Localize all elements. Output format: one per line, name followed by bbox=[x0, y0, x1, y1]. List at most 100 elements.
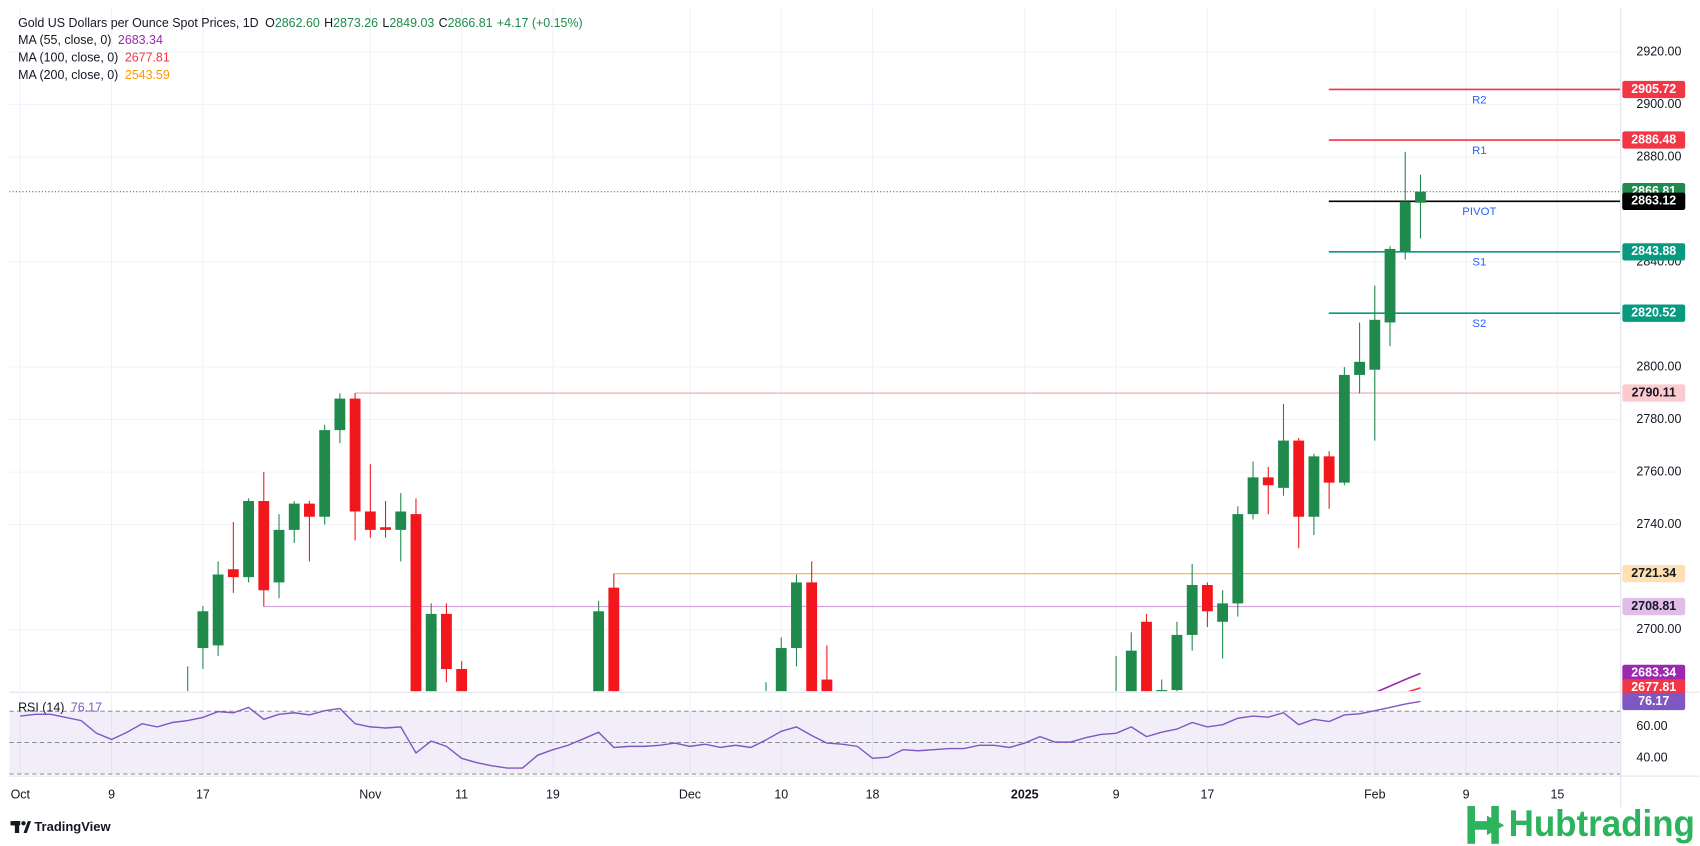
rsi-value: 76.17 bbox=[71, 701, 102, 715]
rsi-legend: RSI (14) 76.17 bbox=[18, 701, 102, 715]
x-tick-label: 18 bbox=[866, 787, 880, 801]
candle-body bbox=[791, 582, 802, 649]
chart-header: Gold US Dollars per Ounce Spot Prices, 1… bbox=[18, 16, 583, 30]
logo-shape bbox=[21, 821, 26, 826]
candle-body bbox=[227, 569, 239, 578]
candle-body bbox=[1354, 361, 1365, 375]
candle-body bbox=[258, 500, 270, 591]
candle-body bbox=[273, 529, 285, 583]
tradingview-logo: TradingView bbox=[10, 819, 111, 834]
pivot-name: PIVOT bbox=[1462, 206, 1496, 218]
candle-body bbox=[806, 582, 818, 692]
hubtrading-logo: Hubtrading bbox=[1467, 803, 1695, 844]
rsi-pane bbox=[9, 700, 1621, 775]
pivot-value-bg bbox=[1622, 304, 1686, 322]
rsi-name: RSI (14) bbox=[18, 701, 64, 715]
moving-average bbox=[1407, 687, 1421, 692]
x-tick-label: 10 bbox=[774, 787, 788, 801]
pivot-name: S2 bbox=[1472, 318, 1486, 330]
quote-value: 2849.03 bbox=[389, 16, 434, 30]
rsi-line bbox=[20, 700, 1421, 769]
candle-body bbox=[1247, 477, 1259, 515]
x-tick-label: 19 bbox=[546, 787, 560, 801]
candle-body bbox=[1171, 634, 1183, 691]
x-tick-label: 11 bbox=[455, 787, 468, 801]
candle-body bbox=[1141, 621, 1152, 692]
pivot-value-bg bbox=[1622, 243, 1686, 261]
level-label: 2790.11 bbox=[1632, 385, 1676, 399]
candle-body bbox=[821, 679, 833, 692]
price-pane: R2 R1 PIVOT S1 S2 bbox=[9, 88, 1621, 692]
ma-value-label: 2677.81 bbox=[1631, 680, 1676, 694]
candle-body bbox=[349, 398, 361, 512]
pivot-name: R1 bbox=[1472, 145, 1487, 157]
candle-body bbox=[1262, 477, 1274, 486]
pivot-value: 2886.48 bbox=[1631, 132, 1676, 146]
x-tick-label: Feb bbox=[1364, 787, 1386, 801]
x-tick-label: Oct bbox=[11, 787, 31, 801]
rsi-tick-label: 60.00 bbox=[1636, 719, 1667, 733]
candle-body bbox=[425, 613, 437, 692]
pivot-value: 2905.72 bbox=[1631, 82, 1676, 96]
x-tick-label: Dec bbox=[679, 787, 701, 801]
y-tick-label: 2880.00 bbox=[1636, 149, 1681, 163]
y-tick-label: 2920.00 bbox=[1636, 44, 1681, 58]
y-tick-label: 2700.00 bbox=[1636, 622, 1681, 636]
ma-value: 2683.34 bbox=[118, 33, 163, 47]
quote-label: L bbox=[382, 16, 389, 30]
candle-body bbox=[1384, 248, 1396, 323]
candle-body bbox=[1399, 201, 1411, 252]
logo-shape bbox=[23, 821, 32, 834]
y-tick-label: 2740.00 bbox=[1636, 517, 1681, 531]
candle-body bbox=[334, 398, 346, 431]
pivot-name: R2 bbox=[1472, 94, 1487, 106]
rsi-tick-label: 40.00 bbox=[1636, 751, 1667, 765]
quote-value: 2862.60 bbox=[275, 16, 320, 30]
ma-value-label-bg bbox=[1622, 664, 1686, 683]
quote-value: 2873.26 bbox=[333, 16, 378, 30]
x-tick-label: 17 bbox=[1200, 787, 1214, 801]
candle-body bbox=[593, 611, 605, 692]
candle-body bbox=[1278, 440, 1289, 488]
ma-legend: MA (200, close, 0) 2543.59 bbox=[18, 68, 170, 82]
candle-body bbox=[243, 500, 254, 578]
ma-name: MA (55, close, 0) bbox=[18, 33, 111, 47]
legend: Gold US Dollars per Ounce Spot Prices, 1… bbox=[18, 16, 583, 715]
logo-shape bbox=[1467, 805, 1476, 844]
candle-body bbox=[288, 503, 300, 530]
x-tick-label: Nov bbox=[359, 787, 382, 801]
candle-body bbox=[364, 511, 376, 530]
x-tick-label: 2025 bbox=[1011, 787, 1039, 801]
candle-body bbox=[608, 587, 620, 692]
level-label: 2721.34 bbox=[1631, 566, 1676, 580]
ma-value-label: 2683.34 bbox=[1631, 666, 1676, 680]
pivot-value: 2820.52 bbox=[1631, 305, 1676, 319]
candle-body bbox=[395, 511, 407, 530]
pivot-value-bg bbox=[1622, 131, 1686, 149]
y-tick-label: 2760.00 bbox=[1636, 464, 1681, 478]
pivot-value-bg bbox=[1622, 80, 1686, 99]
ma-value: 2677.81 bbox=[125, 51, 170, 65]
pivot-value-bg bbox=[1622, 192, 1686, 211]
ma-legend: MA (100, close, 0) 2677.81 bbox=[18, 51, 170, 65]
logo-arrow bbox=[1475, 815, 1505, 836]
level-label-bg bbox=[1622, 597, 1686, 616]
candle-body bbox=[1293, 440, 1305, 517]
y-tick-label: 2780.00 bbox=[1636, 412, 1681, 426]
axes: 2700.002740.002760.002780.002800.002840.… bbox=[11, 44, 1686, 801]
candle-body bbox=[1186, 585, 1198, 635]
candle-body bbox=[410, 514, 422, 692]
candle-body bbox=[319, 430, 331, 517]
ma-legend: MA (55, close, 0) 2683.34 bbox=[18, 33, 163, 47]
pivot-name: S1 bbox=[1472, 257, 1486, 269]
candle-body bbox=[1156, 690, 1168, 692]
logo-shape bbox=[14, 821, 20, 834]
candle-body bbox=[1308, 456, 1320, 517]
candle-body bbox=[775, 648, 787, 692]
candle-body bbox=[456, 669, 468, 692]
candle-body bbox=[212, 574, 224, 646]
x-tick-label: 15 bbox=[1551, 787, 1565, 801]
brand-left: TradingView bbox=[34, 819, 111, 834]
